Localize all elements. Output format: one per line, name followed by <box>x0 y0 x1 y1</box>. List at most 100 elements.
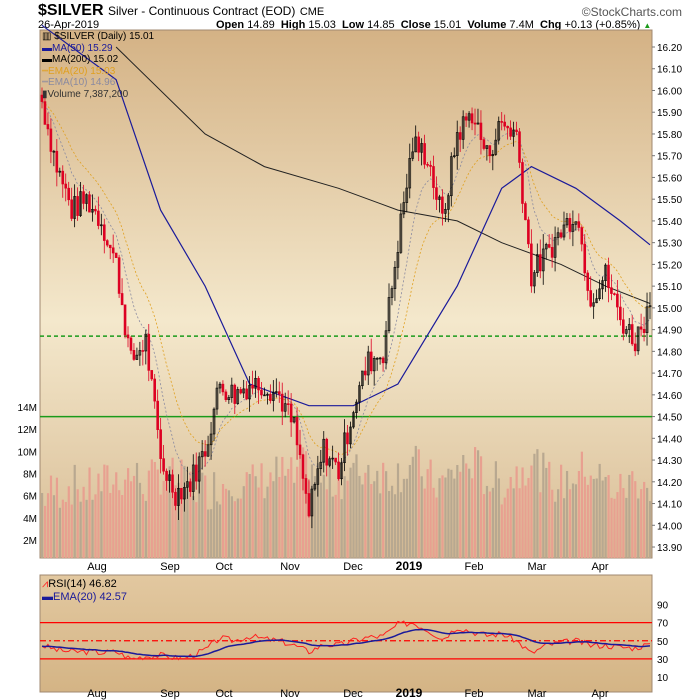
volume-tick-label: 14M <box>18 403 37 414</box>
volume-bar <box>147 470 150 558</box>
price-tick-label: 14.70 <box>657 369 682 380</box>
candle-body <box>604 264 607 281</box>
x-tick-label: Sep <box>160 688 180 700</box>
volume-bar <box>468 468 471 558</box>
volume-bar <box>373 481 376 558</box>
candle-body <box>188 481 192 492</box>
volume-bar <box>257 487 260 558</box>
volume-bar <box>512 488 515 558</box>
volume-bar <box>390 485 394 558</box>
candle-body <box>180 487 183 500</box>
candle-body <box>479 122 483 140</box>
candle-body <box>144 333 148 352</box>
volume-bar <box>150 459 153 558</box>
volume-bar <box>539 492 542 558</box>
candle-body <box>298 444 302 456</box>
candle-body <box>384 330 388 364</box>
candle-body <box>254 378 257 389</box>
candle-body <box>547 244 551 248</box>
volume-bar <box>583 476 586 558</box>
volume-bar <box>153 461 156 558</box>
volume-bar <box>586 484 589 558</box>
price-tick-label: 14.10 <box>657 500 682 511</box>
volume-bar <box>319 482 322 558</box>
x-tick-label: Oct <box>215 688 232 700</box>
volume-bar <box>49 475 53 558</box>
price-tick-label: 14.40 <box>657 434 682 445</box>
volume-bar <box>322 474 325 558</box>
candle-body <box>191 464 195 492</box>
volume-bars <box>41 445 652 558</box>
candle-body <box>126 334 130 339</box>
candle-body <box>159 429 162 459</box>
volume-bar <box>370 484 373 558</box>
candle-body <box>91 208 94 213</box>
x-tick-label: Apr <box>591 688 608 700</box>
x-tick-label: Nov <box>280 688 300 700</box>
candle-body <box>135 354 139 360</box>
volume-bar <box>218 504 222 558</box>
candle-body <box>230 384 234 398</box>
volume-bar <box>580 451 583 558</box>
x-tick-label: Oct <box>215 561 232 573</box>
candle-body <box>277 391 281 395</box>
ema20-line <box>41 101 651 456</box>
legend-volume: ▮Volume 7,387,200 <box>42 88 129 100</box>
volume-bar <box>316 463 320 558</box>
x-tick-label: Nov <box>280 561 300 573</box>
candle-body <box>441 196 444 214</box>
price-candles <box>40 87 652 529</box>
volume-bar <box>245 472 248 558</box>
price-legend: ▥ $SILVER (Daily) 15.01 ▬MA(50) 15.29 ▬M… <box>42 31 154 100</box>
price-tick-label: 14.00 <box>657 521 682 532</box>
volume-bar <box>399 492 403 558</box>
volume-bar <box>115 472 118 558</box>
volume-bar <box>313 476 317 558</box>
candle-body <box>648 305 652 308</box>
legend-price: ▥ $SILVER (Daily) 15.01 <box>42 31 155 42</box>
price-tick-label: 13.90 <box>657 543 682 554</box>
candle-body <box>100 224 103 227</box>
volume-bar <box>500 504 503 558</box>
volume-bar <box>637 498 640 558</box>
rsi-tick-label: 10 <box>657 673 669 684</box>
volume-bar <box>272 481 275 558</box>
volume-bar <box>574 484 578 558</box>
legend-ma50: ▬MA(50) 15.29 <box>42 42 113 54</box>
volume-bar <box>82 486 85 558</box>
candle-body <box>556 232 560 238</box>
volume-bar <box>503 497 506 558</box>
legend-ema10: ┅EMA(10) 14.96 <box>42 77 116 88</box>
candle-body <box>470 113 474 124</box>
volume-bar <box>447 468 450 558</box>
price-tick-label: 15.20 <box>657 260 682 271</box>
candle-body <box>40 94 44 102</box>
candle-body <box>503 121 506 127</box>
candle-body <box>559 232 563 238</box>
candle-body <box>197 456 201 482</box>
candle-body <box>402 202 406 215</box>
volume-bar <box>444 477 447 558</box>
volume-bar <box>55 477 59 558</box>
candle-body <box>171 474 174 493</box>
volume-bar <box>364 472 367 558</box>
candle-body <box>619 306 622 321</box>
candle-body <box>399 213 403 253</box>
candle-body <box>645 306 649 333</box>
volume-bar <box>100 491 103 558</box>
candle-body <box>269 394 272 401</box>
candle-body <box>530 243 533 287</box>
price-tick-label: 15.80 <box>657 130 682 141</box>
candle-body <box>361 370 364 387</box>
volume-bar <box>73 464 76 558</box>
volume-bar <box>376 470 379 558</box>
candle-body <box>515 129 518 133</box>
volume-bar <box>43 505 47 558</box>
candle-body <box>488 145 492 157</box>
candle-body <box>535 254 539 273</box>
volume-bar <box>465 463 468 558</box>
candle-body <box>533 272 536 287</box>
volume-bar <box>94 494 97 558</box>
x-tick-label: Dec <box>343 688 363 700</box>
